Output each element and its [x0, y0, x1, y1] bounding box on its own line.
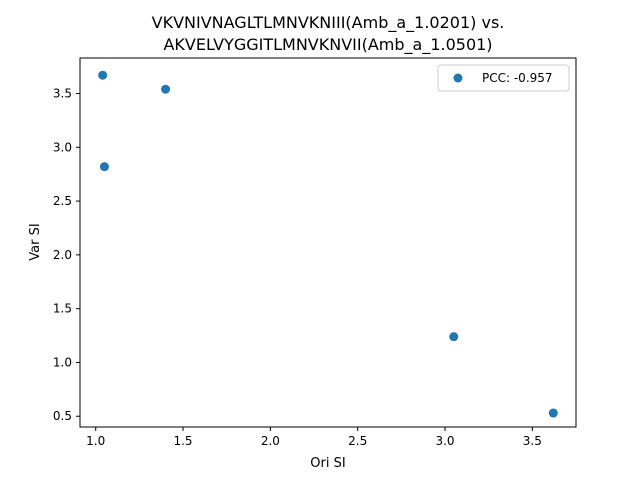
x-tick-label: 1.5 [173, 434, 192, 448]
y-tick-label: 0.5 [53, 409, 72, 423]
data-points [98, 70, 558, 418]
x-axis-label: Ori SI [310, 456, 345, 471]
x-tick-label: 3.0 [435, 434, 454, 448]
chart-title-line-1: VKVNIVNAGLTLMNVKNIII(Amb_a_1.0201) vs. [152, 13, 505, 33]
data-point [548, 408, 558, 418]
data-point [99, 162, 109, 172]
y-tick-label: 3.0 [53, 140, 72, 154]
chart-title-line-2: AKVELVYGGITLMNVKNVII(Amb_a_1.0501) [163, 35, 492, 55]
y-tick-label: 2.0 [53, 248, 72, 262]
legend-box [437, 64, 570, 92]
legend-marker [453, 73, 463, 83]
x-tick-label: 2.5 [348, 434, 367, 448]
legend-label: PCC: -0.957 [482, 71, 553, 85]
x-tick-label: 2.0 [261, 434, 280, 448]
x-tick-label: 3.5 [523, 434, 542, 448]
data-point [449, 332, 459, 342]
y-axis-label: Var SI [28, 223, 43, 260]
y-axis-ticks: 0.5 1.0 1.5 2.0 2.5 3.0 3.5 [53, 87, 80, 423]
x-axis-ticks: 1.0 1.5 2.0 2.5 3.0 3.5 [86, 427, 542, 448]
plot-area [79, 57, 577, 428]
data-point [161, 84, 171, 94]
y-tick-label: 3.5 [53, 87, 72, 101]
y-tick-label: 2.5 [53, 194, 72, 208]
legend: PCC: -0.957 [437, 64, 570, 92]
x-tick-label: 1.0 [86, 434, 105, 448]
data-point [98, 70, 108, 80]
y-tick-label: 1.0 [53, 355, 72, 369]
y-tick-label: 1.5 [53, 302, 72, 316]
